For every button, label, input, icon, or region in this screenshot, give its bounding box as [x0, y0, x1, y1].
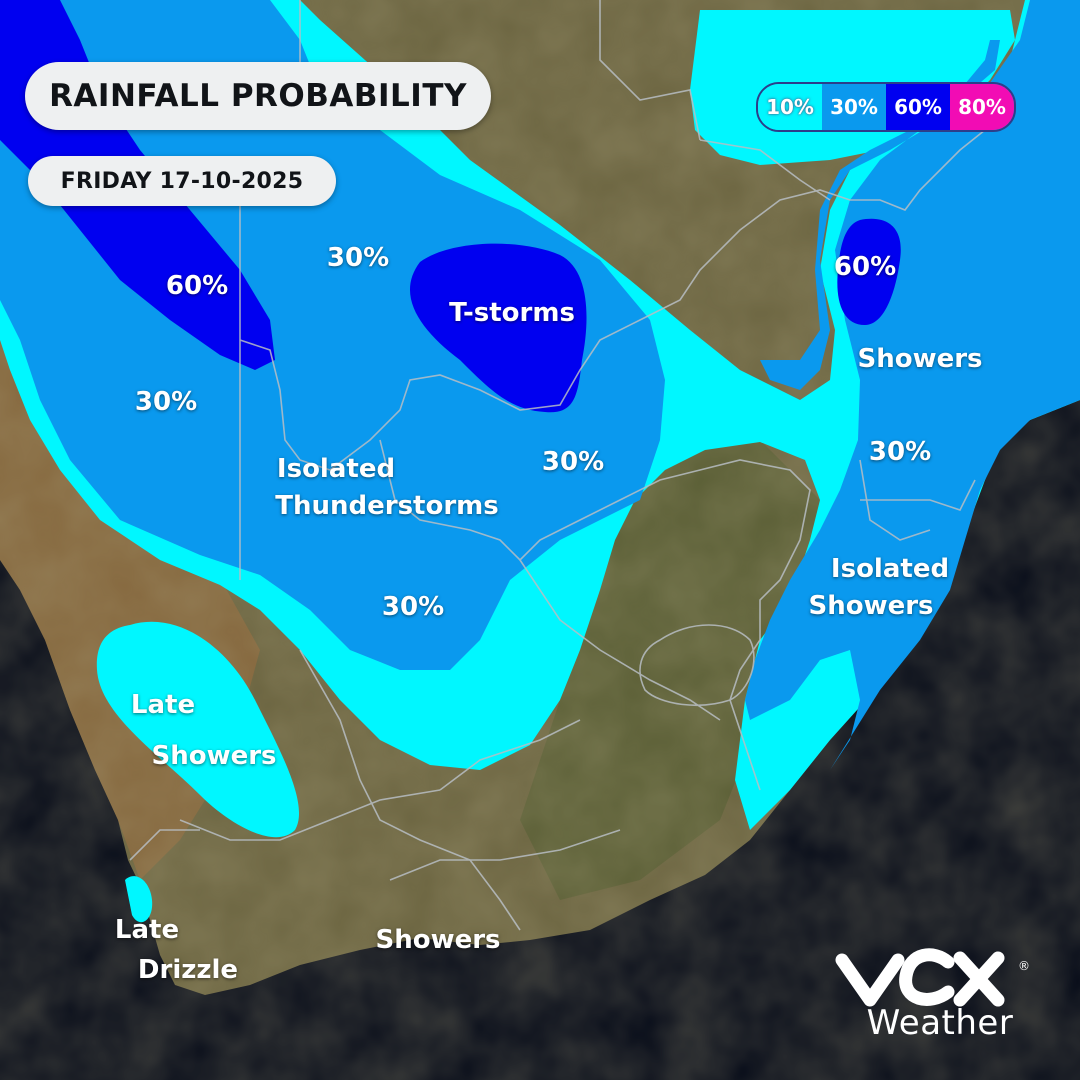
label-nw-30-north: 30% [326, 243, 390, 273]
label-south-showers: Showers [375, 925, 501, 955]
forecast-date: FRIDAY 17-10-2025 [28, 156, 336, 206]
label-central-isolated: Isolated [276, 454, 396, 484]
label-sw-late: Late [130, 690, 196, 720]
label-nw-60: 60% [165, 271, 229, 301]
legend-item-10: 10% [758, 84, 822, 130]
label-cape-late: Late [114, 915, 180, 945]
label-sw-showers: Showers [151, 741, 277, 771]
label-west-30: 30% [134, 387, 198, 417]
legend-item-30: 30% [822, 84, 886, 130]
label-central-30-south: 30% [381, 592, 445, 622]
label-east-isolated: Isolated [830, 554, 950, 584]
label-central-thunderstorms: Thunderstorms [275, 491, 499, 521]
legend-item-80: 80% [950, 84, 1014, 130]
label-east-showers: Showers [808, 591, 934, 621]
label-central-30-east: 30% [541, 447, 605, 477]
probability-legend: 10% 30% 60% 80% [756, 82, 1016, 132]
label-east-30: 30% [868, 437, 932, 467]
registered-mark: ® [1018, 959, 1030, 973]
legend-item-60: 60% [886, 84, 950, 130]
country-borders [129, 0, 1011, 931]
vox-logo-icon: ® [835, 948, 1030, 1007]
label-cape-drizzle: Drizzle [137, 955, 239, 985]
label-ne-60: 60% [833, 252, 897, 282]
map-title: RAINFALL PROBABILITY [25, 62, 491, 130]
label-central-tstorms: T-storms [449, 298, 575, 328]
brand-name: Weather [866, 1003, 1014, 1043]
label-ne-showers: Showers [857, 344, 983, 374]
